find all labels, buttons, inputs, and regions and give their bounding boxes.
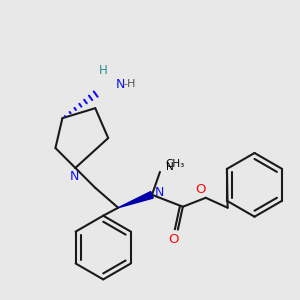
Text: CH₃: CH₃	[165, 159, 184, 169]
Text: N: N	[154, 186, 164, 199]
Text: -H: -H	[124, 79, 136, 89]
Text: H: H	[99, 64, 108, 77]
Polygon shape	[118, 191, 153, 208]
Text: O: O	[169, 233, 179, 246]
Text: N: N	[116, 78, 125, 91]
Text: N: N	[70, 170, 79, 183]
Text: O: O	[196, 183, 206, 196]
Text: N: N	[166, 162, 174, 172]
